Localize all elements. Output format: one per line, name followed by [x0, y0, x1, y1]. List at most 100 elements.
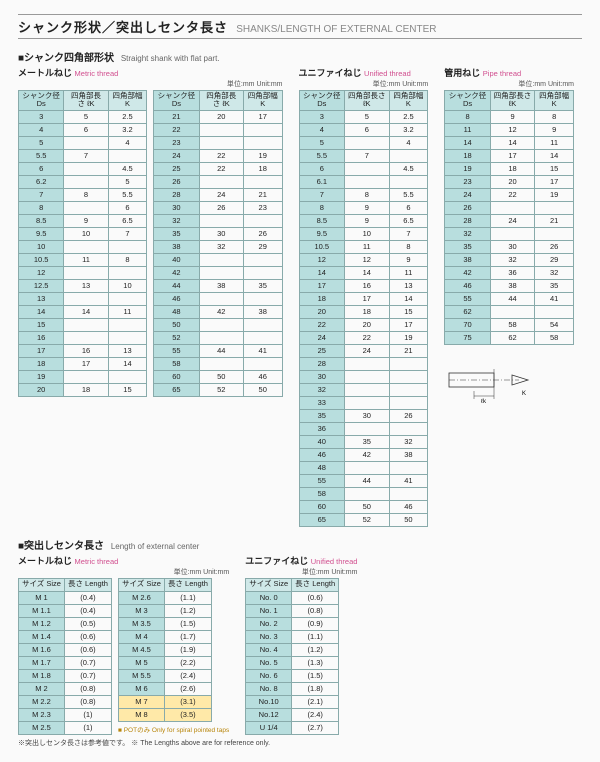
- table-row: 62: [445, 305, 574, 318]
- table-row: M 2.2(0.8): [19, 695, 112, 708]
- table-row: 252218: [154, 162, 282, 175]
- table-row: 605046: [154, 370, 282, 383]
- table-row: M 5(2.2): [118, 656, 211, 669]
- table-row: 23: [154, 136, 282, 149]
- table-row: 32: [445, 227, 574, 240]
- table-row: 383229: [445, 253, 574, 266]
- table-row: 554441: [299, 474, 428, 487]
- table-row: 302623: [154, 201, 282, 214]
- table-row: 46: [154, 292, 282, 305]
- table-row: 655250: [154, 383, 282, 396]
- table-row: M 1.8(0.7): [19, 669, 112, 682]
- table-row: M 1.4(0.6): [19, 630, 112, 643]
- table-row: 6.1: [299, 175, 428, 188]
- table-row: 141411: [19, 305, 147, 318]
- table-row: 5.57: [299, 149, 428, 162]
- table-row: 785.5: [299, 188, 428, 201]
- table-row: 64.5: [299, 162, 428, 175]
- table-row: 423632: [445, 266, 574, 279]
- table-row: 655250: [299, 513, 428, 526]
- table-row: 353026: [445, 240, 574, 253]
- table-row: 898: [445, 110, 574, 123]
- table-row: No. 5(1.3): [246, 656, 339, 669]
- table-row: 13: [19, 292, 147, 305]
- table-row: 6.25: [19, 175, 147, 188]
- table-row: 464238: [299, 448, 428, 461]
- table-row: 12129: [299, 253, 428, 266]
- table-row: M 1.2(0.5): [19, 617, 112, 630]
- table-row: 554441: [154, 344, 282, 357]
- table-row: M 8(3.5): [118, 708, 211, 721]
- table-row: 52: [154, 331, 282, 344]
- table-unified: シャンク径 Ds 四角部長さ ℓK 四角部幅 K 352.5463.2545.5…: [299, 90, 429, 527]
- table-row: M 1.1(0.4): [19, 604, 112, 617]
- footnote: ※突出しセンタ長さは参考値です。 ※ The Lengths above are…: [18, 738, 582, 748]
- table-row: 40: [154, 253, 282, 266]
- table-row: No. 8(1.8): [246, 682, 339, 695]
- table-len-m1: サイズ Size長さ Length M 1(0.4)M 1.1(0.4)M 1.…: [18, 578, 112, 735]
- table-row: 32: [154, 214, 282, 227]
- table-row: 443835: [154, 279, 282, 292]
- table-row: M 4(1.7): [118, 630, 211, 643]
- table-row: 353026: [154, 227, 282, 240]
- table-row: 463.2: [299, 123, 428, 136]
- table-row: 705854: [445, 318, 574, 331]
- table-row: 48: [299, 461, 428, 474]
- table-row: 32: [299, 383, 428, 396]
- table-row: 212017: [154, 110, 282, 123]
- table-row: No.12(2.4): [246, 708, 339, 721]
- table-row: 171613: [19, 344, 147, 357]
- table-row: M 3(1.2): [118, 604, 211, 617]
- table-row: No. 1(0.8): [246, 604, 339, 617]
- table-row: 15: [19, 318, 147, 331]
- table-row: 352.5: [19, 110, 147, 123]
- table-row: 26: [154, 175, 282, 188]
- table-row: 50: [154, 318, 282, 331]
- table-row: 232017: [445, 175, 574, 188]
- table-row: M 3.5(1.5): [118, 617, 211, 630]
- table-row: 484238: [154, 305, 282, 318]
- len-unified-block: ユニファイねじ Unified thread 単位:mm Unit:mm サイズ…: [245, 554, 357, 735]
- table-row: M 4.5(1.9): [118, 643, 211, 656]
- metric-block: メートルねじ Metric thread 単位:mm Unit:mm シャンク径…: [18, 66, 283, 397]
- table-row: No. 0(0.6): [246, 591, 339, 604]
- table-row: 12: [19, 266, 147, 279]
- table-row: M 2(0.8): [19, 682, 112, 695]
- table-row: 201815: [299, 305, 428, 318]
- table-row: No. 3(1.1): [246, 630, 339, 643]
- title-en: SHANKS/LENGTH OF EXTERNAL CENTER: [236, 24, 436, 35]
- table-row: M 2.5(1): [19, 721, 112, 734]
- table-row: M 2.6(1.1): [118, 591, 211, 604]
- table-row: 383229: [154, 240, 282, 253]
- table-row: 463.2: [19, 123, 147, 136]
- table-row: 201815: [19, 383, 147, 396]
- table-row: M 5.5(2.4): [118, 669, 211, 682]
- table-row: 86: [19, 201, 147, 214]
- table-row: 64.5: [19, 162, 147, 175]
- table-row: 181714: [445, 149, 574, 162]
- table-row: 5.57: [19, 149, 147, 162]
- table-row: 9.5107: [299, 227, 428, 240]
- table-row: M 1.6(0.6): [19, 643, 112, 656]
- table-row: 9.5107: [19, 227, 147, 240]
- table-row: M 1.7(0.7): [19, 656, 112, 669]
- table-row: 282421: [154, 188, 282, 201]
- table-row: M 6(2.6): [118, 682, 211, 695]
- table-row: 12.51310: [19, 279, 147, 292]
- table-row: No. 4(1.2): [246, 643, 339, 656]
- table-row: 26: [445, 201, 574, 214]
- table-row: 554441: [445, 292, 574, 305]
- table-row: 28: [299, 357, 428, 370]
- table-metric-a: シャンク径 Ds 四角部長さ ℓK 四角部幅 K 352.5463.2545.5…: [18, 90, 147, 397]
- table-row: 353026: [299, 409, 428, 422]
- pipe-block: 管用ねじ Pipe thread 単位:mm Unit:mm シャンク径 Ds …: [444, 66, 574, 411]
- table-row: 58: [154, 357, 282, 370]
- table-row: 22: [154, 123, 282, 136]
- table-row: 242219: [445, 188, 574, 201]
- table-row: 605046: [299, 500, 428, 513]
- table-row: 896: [299, 201, 428, 214]
- table-row: 141411: [299, 266, 428, 279]
- table-row: 54: [19, 136, 147, 149]
- table-row: 785.5: [19, 188, 147, 201]
- table-row: 58: [299, 487, 428, 500]
